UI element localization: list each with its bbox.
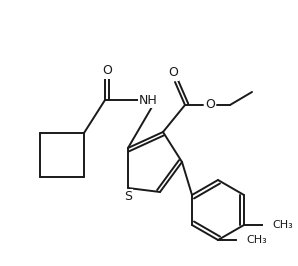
Text: CH₃: CH₃ bbox=[272, 220, 293, 230]
Text: O: O bbox=[168, 66, 178, 80]
Text: CH₃: CH₃ bbox=[246, 235, 267, 245]
Text: NH: NH bbox=[139, 94, 157, 106]
Text: O: O bbox=[102, 64, 112, 77]
Text: S: S bbox=[124, 189, 132, 202]
Text: O: O bbox=[205, 98, 215, 111]
